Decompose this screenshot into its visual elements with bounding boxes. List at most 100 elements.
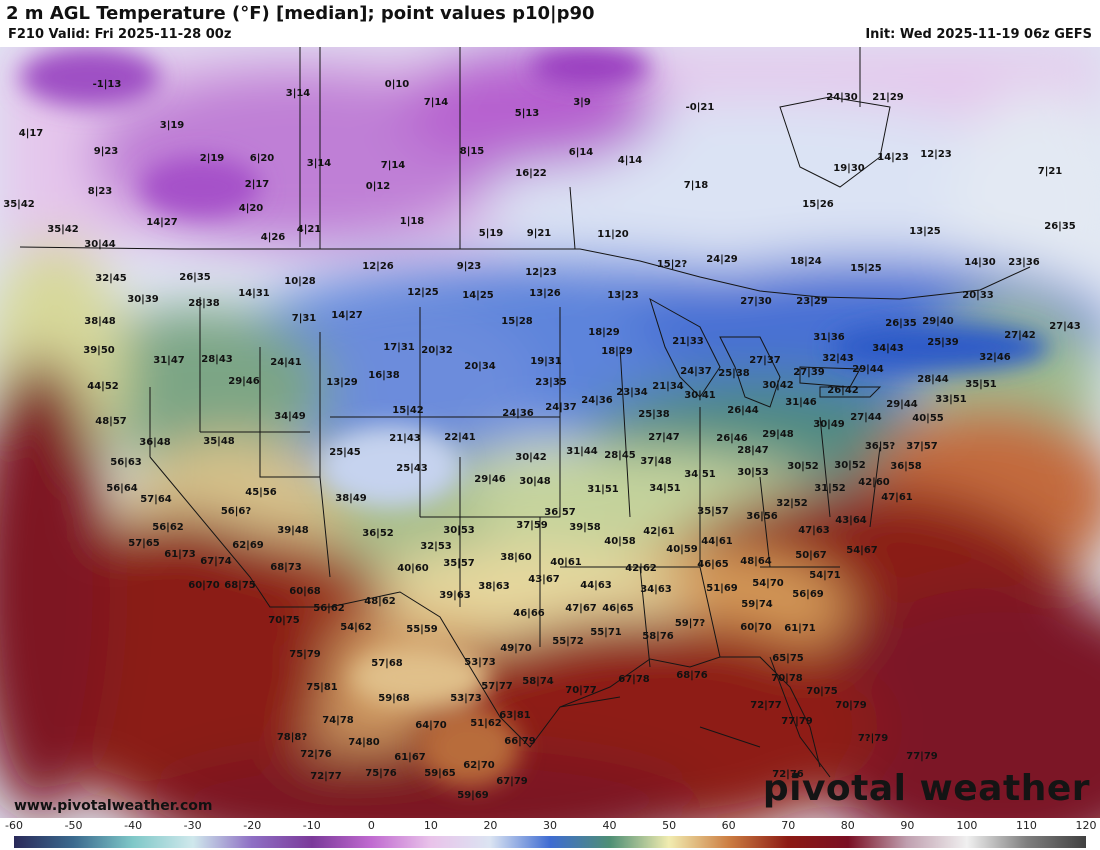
point-value-label: 70|75 [806,686,838,697]
point-value-label: 26|35 [885,318,917,329]
point-value-label: 23|34 [616,387,648,398]
point-value-label: 70|79 [835,700,867,711]
point-value-label: 25|43 [396,463,428,474]
point-value-label: 23|36 [1008,257,1040,268]
point-value-label: 59|74 [741,599,773,610]
point-value-label: 33|51 [935,394,967,405]
point-value-label: 30|42 [762,380,794,391]
point-value-label: 31|44 [566,446,598,457]
point-value-label: 7|21 [1038,166,1063,177]
point-value-label: 57|68 [371,658,403,669]
point-value-label: 32|43 [822,353,854,364]
point-value-label: 27|44 [850,412,882,423]
point-value-label: 54|67 [846,545,878,556]
point-value-label: 35|51 [965,379,997,390]
point-value-label: 67|79 [496,776,528,787]
point-value-label: 37|57 [906,441,938,452]
point-value-label: 26|42 [827,385,859,396]
point-value-label: 62|69 [232,540,264,551]
temperature-map: -1|13 0|10 3|14 7|14 3|9 -0|21 24|30 21|29 5|13 4… [0,47,1100,818]
point-value-label: 54|70 [752,578,784,589]
state-lines [199,297,881,668]
point-value-label: 72|76 [300,749,332,760]
point-value-label: 27|30 [740,296,772,307]
point-value-label: 30|53 [737,467,769,478]
point-value-label: 31|36 [813,332,845,343]
point-value-label: 30|41 [684,390,716,401]
point-value-label: 12|23 [920,149,952,160]
point-value-label: 28|43 [201,354,233,365]
colorbar-tick-label: -60 [5,819,23,832]
point-value-label: 4|26 [261,232,286,243]
point-value-label: 7|18 [684,180,709,191]
init-time: Init: Wed 2025-11-19 06z GEFS [865,27,1092,42]
point-value-label: 5|19 [479,228,504,239]
point-value-label: 40|55 [912,413,944,424]
point-value-label: 72|76 [772,769,804,780]
point-value-label: 30|48 [519,476,551,487]
point-value-label: 3|19 [160,120,185,131]
point-value-label: 36|48 [139,437,171,448]
point-value-label: 60|70 [740,622,772,633]
point-value-label: -0|21 [686,102,715,113]
point-value-label: 7|14 [424,97,449,108]
point-value-label: 3|14 [286,88,311,99]
point-value-label: 35|57 [697,506,729,517]
point-value-label: 43|67 [528,574,560,585]
point-value-label: 28|45 [604,450,636,461]
point-value-label: 24|37 [545,402,577,413]
point-value-label: 48|57 [95,416,127,427]
point-value-label: 16|38 [368,370,400,381]
pivotal-weather-logo: pivotal weather [762,768,1090,809]
point-value-label: 23|35 [535,377,567,388]
point-value-label: 66|79 [504,736,536,747]
point-value-label: 40|61 [550,557,582,568]
point-value-label: 72|77 [750,700,782,711]
point-value-label: 11|20 [597,229,629,240]
point-value-label: 59|7? [675,618,706,629]
colorbar-tick-label: 30 [543,819,557,832]
point-value-label: 29|40 [922,316,954,327]
colorbar-tick-label: 40 [602,819,617,832]
point-value-label: 44|52 [87,381,119,392]
point-value-label: 20|33 [962,290,994,301]
point-value-label: 2|17 [245,179,270,190]
point-value-label: 13|23 [607,290,639,301]
point-value-label: 4|20 [239,203,264,214]
point-value-label: 38|60 [500,552,532,563]
point-values: -1|13 0|10 3|14 7|14 3|9 -0|21 24|30 21|29 5|13 4… [3,79,1081,801]
point-value-label: 32|45 [95,273,127,284]
point-value-label: 77|79 [781,716,813,727]
point-value-label: 30|49 [813,419,845,430]
point-value-label: 29|44 [852,364,884,375]
point-value-label: 47|63 [798,525,830,536]
point-value-label: 67|78 [618,674,650,685]
point-value-label: 34|51 [684,469,716,480]
point-value-label: 55|72 [552,636,584,647]
website-link[interactable]: www.pivotalweather.com [14,798,213,814]
point-value-label: 60|70 [188,580,220,591]
point-value-label: 9|21 [527,228,552,239]
coastline [559,656,831,778]
point-value-label: 44|63 [580,580,612,591]
point-value-label: 43|64 [835,515,867,526]
point-value-label: 5|13 [515,108,540,119]
point-value-label: 35|42 [3,199,35,210]
canada-border [19,246,1031,300]
point-value-label: 27|47 [648,432,680,443]
province-lines [299,47,861,250]
point-value-label: 37|48 [640,456,672,467]
point-value-label: 0|10 [385,79,410,90]
map-header: 2 m AGL Temperature (°F) [median]; point… [0,0,1100,47]
point-value-label: 19|31 [530,356,562,367]
point-value-label: 24|36 [502,408,534,419]
point-value-label: 17|31 [383,342,415,353]
colorbar-gradient [14,836,1086,848]
point-value-label: 70|78 [771,673,803,684]
field-detail [20,47,1050,787]
point-value-label: 53|73 [464,657,496,668]
point-value-label: 47|61 [881,492,913,503]
point-value-label: 13|26 [529,288,561,299]
point-value-label: 30|39 [127,294,159,305]
